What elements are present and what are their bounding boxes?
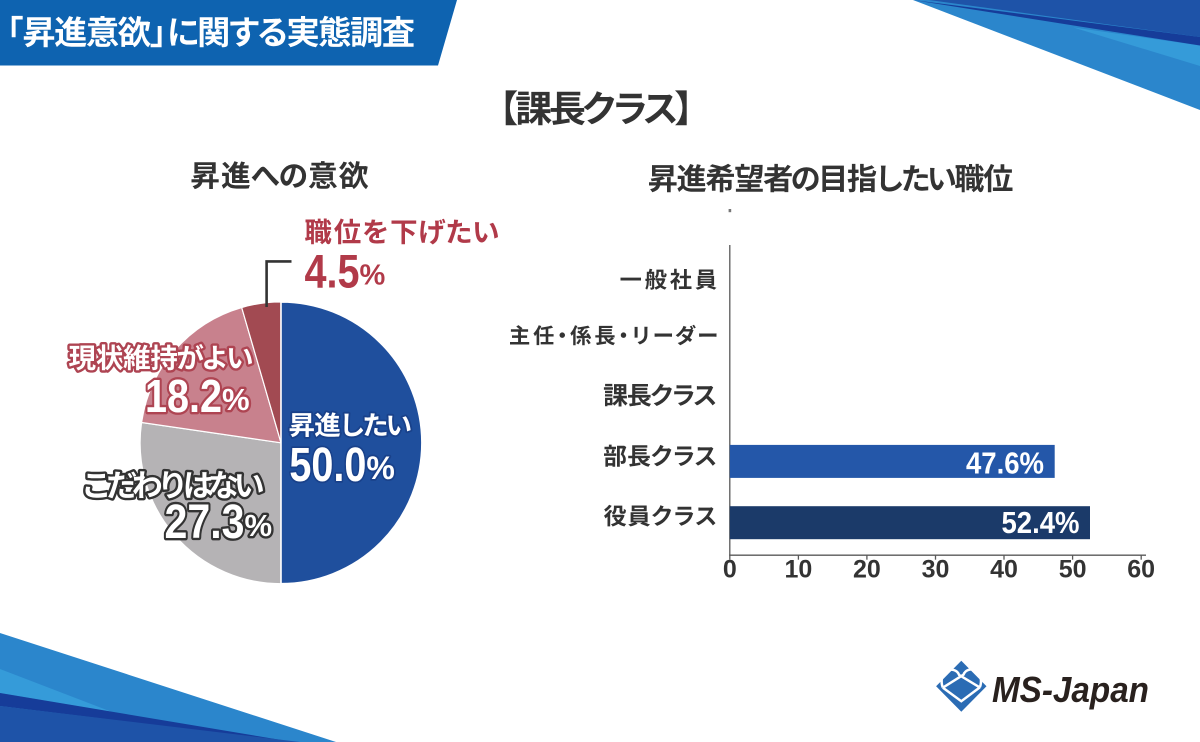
svg-text:52.4%: 52.4%: [1002, 506, 1080, 540]
svg-text:50: 50: [1059, 556, 1087, 584]
svg-text:50.0%: 50.0%: [289, 439, 394, 492]
svg-text:27.3%: 27.3%: [165, 496, 273, 549]
svg-text:0: 0: [723, 556, 737, 584]
svg-text:18.2%: 18.2%: [145, 370, 250, 422]
svg-text:60: 60: [1127, 556, 1155, 584]
svg-text:20: 20: [853, 556, 881, 584]
svg-text:MS-Japan: MS-Japan: [992, 669, 1149, 710]
svg-text:4.5%: 4.5%: [305, 246, 386, 299]
svg-text:47.6%: 47.6%: [966, 447, 1044, 481]
svg-text:30: 30: [922, 556, 950, 584]
svg-text:40: 40: [990, 556, 1018, 584]
svg-text:10: 10: [784, 556, 812, 584]
